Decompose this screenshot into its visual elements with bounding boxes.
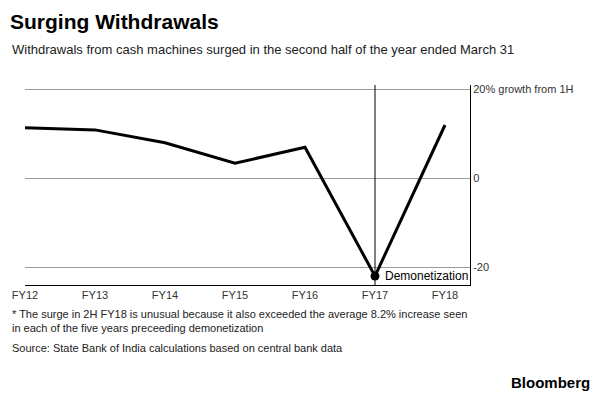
svg-text:FY14: FY14 <box>152 289 178 301</box>
svg-text:Demonetization: Demonetization <box>385 269 468 283</box>
svg-text:FY13: FY13 <box>82 289 108 301</box>
svg-text:FY18: FY18 <box>432 289 458 301</box>
svg-text:Source: State Bank of India ca: Source: State Bank of India calculations… <box>12 342 343 354</box>
svg-text:-20: -20 <box>473 261 489 273</box>
svg-text:20% growth from 1H: 20% growth from 1H <box>473 83 573 95</box>
svg-text:0: 0 <box>473 172 479 184</box>
svg-text:FY17: FY17 <box>362 289 388 301</box>
svg-text:FY16: FY16 <box>292 289 318 301</box>
svg-text:FY12: FY12 <box>12 289 38 301</box>
svg-text:Surging Withdrawals: Surging Withdrawals <box>10 10 219 33</box>
svg-text:* The surge in 2H FY18 is unus: * The surge in 2H FY18 is unusual becaus… <box>12 308 467 334</box>
svg-text:FY15: FY15 <box>222 289 248 301</box>
svg-text:Withdrawals from cash machines: Withdrawals from cash machines surged in… <box>12 42 514 57</box>
svg-text:Bloomberg: Bloomberg <box>511 374 590 391</box>
